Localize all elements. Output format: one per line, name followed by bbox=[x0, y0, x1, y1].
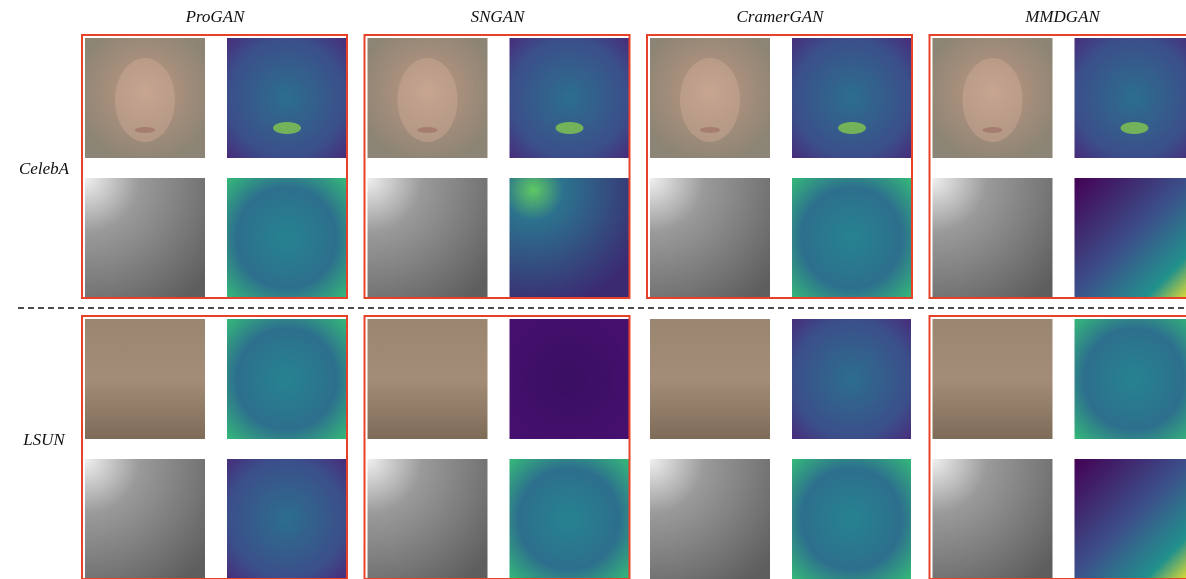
mean-image bbox=[650, 178, 770, 298]
spectrum-map bbox=[1075, 459, 1186, 579]
column-title: SNGAN bbox=[471, 7, 527, 26]
hot-spot bbox=[1121, 122, 1149, 134]
spectrum-map bbox=[227, 459, 346, 579]
column-title: MMDGAN bbox=[1024, 7, 1101, 26]
mean-image bbox=[650, 319, 770, 439]
figure: ProGAN SNGAN CramerGAN MMDGAN CelebA LSUN bbox=[0, 0, 1186, 579]
mean-image bbox=[650, 459, 770, 579]
mean-image bbox=[933, 459, 1053, 579]
mean-image bbox=[368, 319, 488, 439]
spectrum-map bbox=[227, 178, 346, 298]
spectrum-map bbox=[510, 319, 629, 439]
spectrum-map bbox=[1075, 38, 1186, 158]
spectrum-map bbox=[510, 178, 629, 298]
mean-image bbox=[85, 319, 205, 439]
spectrum-map bbox=[227, 38, 346, 158]
spectrum-map bbox=[792, 38, 911, 158]
mean-image bbox=[933, 319, 1053, 439]
spectrum-map bbox=[792, 178, 911, 298]
spectrum-map bbox=[792, 459, 911, 579]
mean-image bbox=[85, 459, 205, 579]
spectrum-map bbox=[1075, 178, 1186, 298]
mean-image bbox=[368, 459, 488, 579]
mean-image bbox=[368, 178, 488, 298]
column-title: CramerGAN bbox=[737, 7, 826, 26]
spectrum-map bbox=[227, 319, 346, 439]
spectrum-map bbox=[792, 319, 911, 439]
mouth bbox=[700, 127, 720, 133]
row-label: CelebA bbox=[19, 159, 70, 178]
mouth bbox=[418, 127, 438, 133]
mean-image bbox=[85, 178, 205, 298]
hot-spot bbox=[556, 122, 584, 134]
spectrum-map bbox=[510, 38, 629, 158]
spectrum-map bbox=[510, 459, 629, 579]
column-title: ProGAN bbox=[185, 7, 247, 26]
row-label: LSUN bbox=[22, 430, 66, 449]
mouth bbox=[135, 127, 155, 133]
hot-spot bbox=[838, 122, 866, 134]
mean-image bbox=[933, 178, 1053, 298]
spectrum-map bbox=[1075, 319, 1186, 439]
mouth bbox=[983, 127, 1003, 133]
hot-spot bbox=[273, 122, 301, 134]
